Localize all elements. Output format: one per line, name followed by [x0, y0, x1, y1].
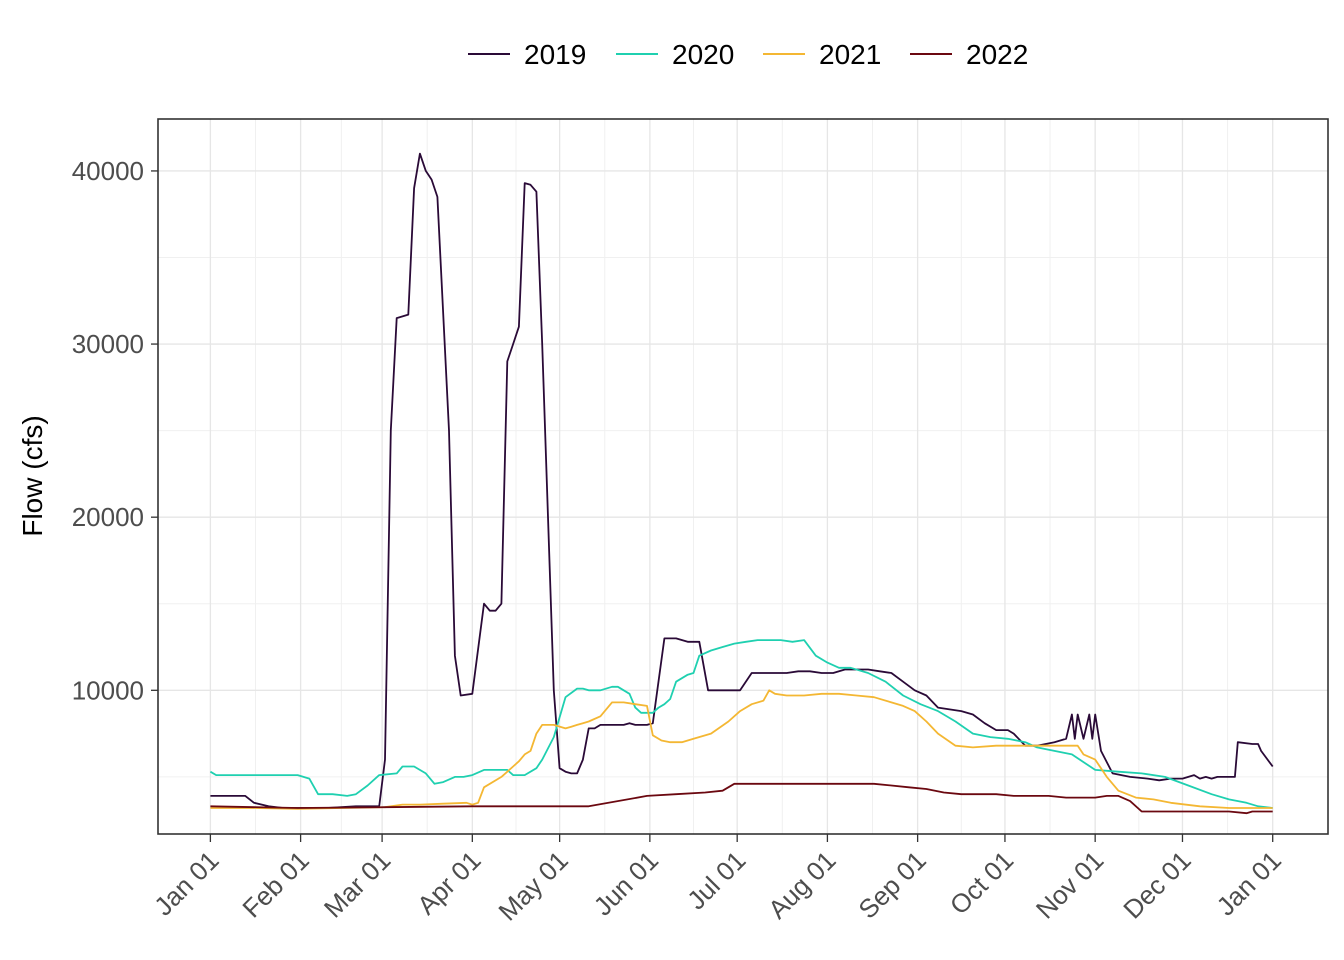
series-line-2020: [209, 639, 1273, 809]
y-tick-label: 30000: [72, 329, 144, 359]
legend-label-2021: 2021: [819, 39, 881, 70]
x-tick-label: Nov 01: [1030, 845, 1109, 924]
y-tick-label: 40000: [72, 156, 144, 186]
x-tick-label: Dec 01: [1117, 845, 1196, 924]
x-tick-label: Feb 01: [236, 845, 314, 923]
series-lines: [209, 152, 1274, 815]
y-axis-title: Flow (cfs): [17, 415, 48, 536]
x-tick-label: May 01: [492, 845, 574, 927]
series-line-2022: [210, 782, 1273, 815]
plot-background: [158, 119, 1328, 834]
x-tick-label: Oct 01: [944, 845, 1019, 920]
minor-gridlines: [158, 119, 1328, 834]
x-tick-label: Jul 01: [681, 845, 751, 915]
x-tick-label: Sep 01: [852, 845, 931, 924]
y-tick-label: 20000: [72, 502, 144, 532]
x-tick-label: Jun 01: [588, 845, 664, 921]
x-tick-label: Aug 01: [762, 845, 841, 924]
legend-label-2019: 2019: [524, 39, 586, 70]
series-line-2021: [210, 689, 1273, 810]
plot-border: [157, 118, 1329, 835]
series-line-2019: [210, 152, 1274, 809]
x-tick-label: Jan 01: [148, 845, 224, 921]
legend-label-2020: 2020: [672, 39, 734, 70]
y-axis: 10000 20000 30000 40000: [72, 156, 158, 705]
y-tick-label: 10000: [72, 675, 144, 705]
legend-label-2022: 2022: [966, 39, 1028, 70]
x-tick-label: Jan 01: [1211, 845, 1287, 921]
x-tick-label: Apr 01: [411, 845, 486, 920]
x-tick-label: Mar 01: [318, 845, 396, 923]
x-axis: Jan 01 Feb 01 Mar 01 Apr 01 May 01 Jun 01 Jul …: [148, 834, 1287, 927]
legend: 2019 2020 2021 2022: [468, 39, 1028, 70]
